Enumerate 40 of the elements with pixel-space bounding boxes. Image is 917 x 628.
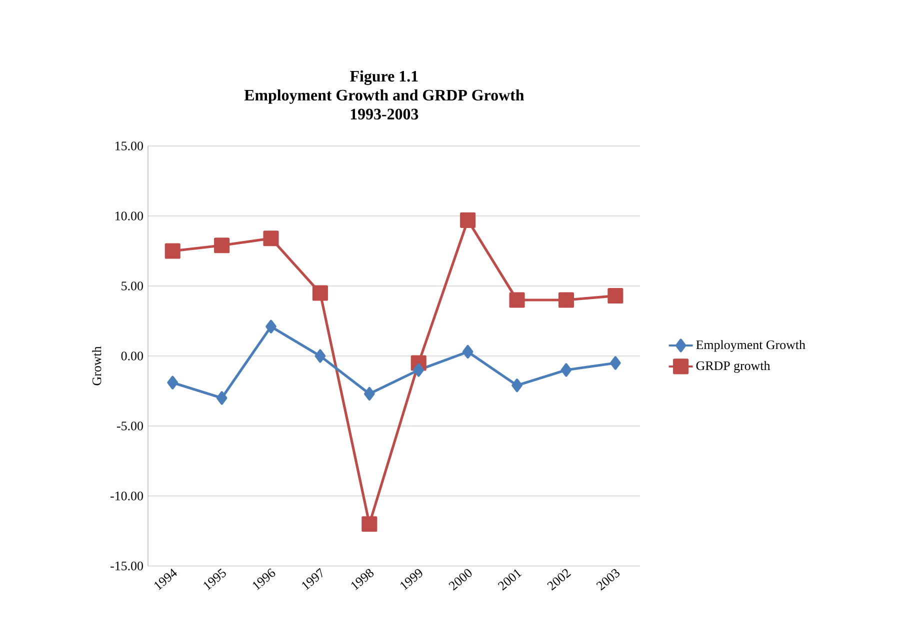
point (560, 363, 572, 377)
point (266, 320, 276, 334)
x-tick-label: 1994 (154, 568, 177, 590)
x-tick-label: 2002 (547, 569, 572, 591)
x-tick-label: 2003 (596, 569, 620, 591)
legend-label: Employment Growth (696, 340, 806, 352)
point (263, 230, 279, 246)
x-tick-label: 1995 (204, 568, 226, 590)
x-tick-label: 2000 (448, 569, 472, 591)
y-tick-label: 0.00 (121, 352, 143, 360)
y-tick-label: -5.00 (117, 422, 143, 430)
point (314, 349, 326, 363)
point (558, 292, 574, 308)
point (362, 516, 378, 532)
point (216, 391, 228, 405)
point (460, 212, 476, 228)
point (413, 363, 424, 377)
y-axis-title: Growth (92, 346, 102, 386)
point (312, 285, 328, 301)
point (509, 292, 525, 308)
point (167, 376, 178, 390)
point (512, 378, 522, 392)
legend-label: GRDP growth (696, 360, 770, 373)
point (610, 356, 621, 370)
chart-title: Figure 1.1 Employment Growth and GRDP Growth 1993-2003 (244, 70, 524, 120)
x-tick-label: 1998 (351, 569, 374, 590)
point (364, 387, 375, 401)
x-tick-label: 1997 (302, 568, 322, 590)
y-tick-label: 5.00 (122, 282, 143, 290)
y-tick-label: 15.00 (115, 142, 143, 150)
x-tick-label: 2001 (498, 569, 522, 591)
x-tick-label: 1996 (252, 568, 276, 590)
point (164, 243, 180, 259)
point (608, 288, 624, 304)
y-tick-label: 10.00 (115, 212, 143, 220)
point (214, 238, 230, 254)
y-tick-label: -10.00 (110, 492, 143, 500)
point (462, 345, 474, 359)
x-tick-label: 1999 (400, 569, 422, 590)
y-tick-label: -15.00 (110, 562, 143, 570)
